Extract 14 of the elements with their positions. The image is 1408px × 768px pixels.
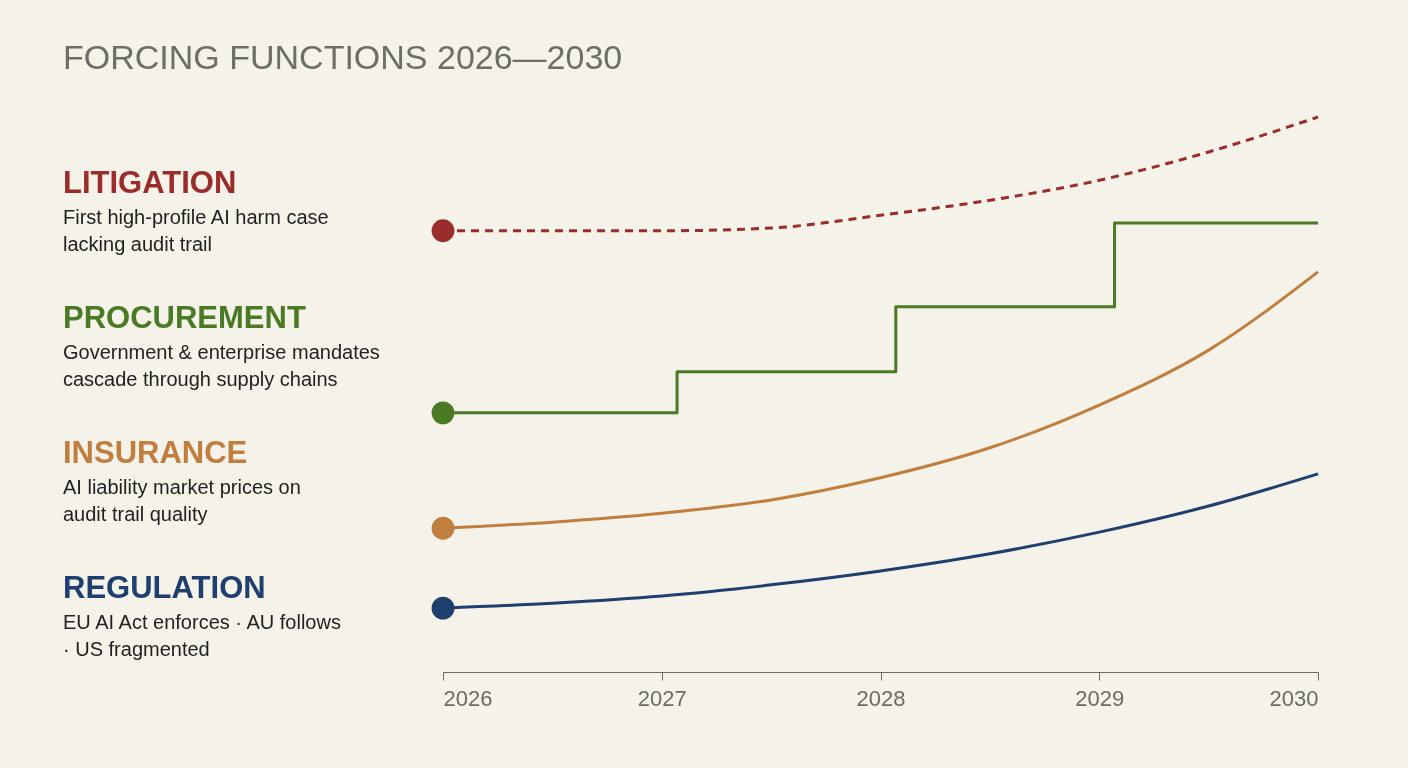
text: AI liability market prices on audit trail quality	[63, 476, 301, 525]
text: EU AI Act enforces · AU follows · US fragmented	[63, 611, 341, 660]
text: First high-profile AI harm case lacking audit trail	[63, 206, 329, 255]
text: PROCUREMENT	[63, 300, 306, 335]
x-tick-label: 2029	[1075, 685, 1125, 711]
x-tick-label: 2028	[856, 685, 906, 711]
chart-title: FORCING FUNCTIONS 2026—2030	[63, 37, 623, 76]
x-tick-label: 2027	[637, 685, 687, 711]
x-tick-label: 2026	[443, 685, 493, 711]
x-tick-label: 2030	[1269, 685, 1319, 711]
text: INSURANCE	[63, 435, 248, 470]
text: Government & enterprise mandates cascade through supply chains	[63, 341, 380, 390]
text: REGULATION	[63, 570, 266, 605]
text: LITIGATION	[63, 165, 237, 200]
